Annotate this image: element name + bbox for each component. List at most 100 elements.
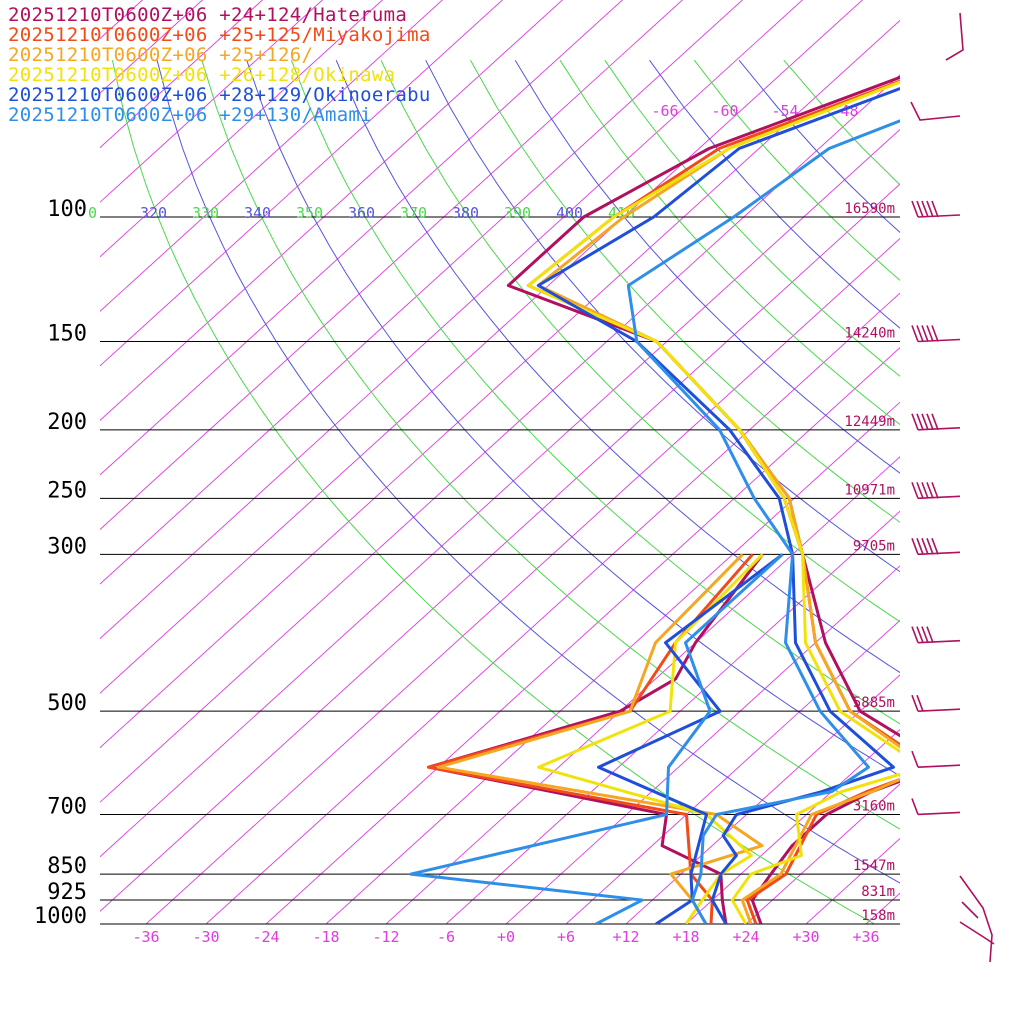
wind-barb-feather [911, 482, 919, 499]
height-label: 5885m [853, 695, 895, 711]
temperature-profile [536, 80, 900, 924]
height-label: 12449m [844, 414, 895, 430]
temperature-tick-label: +36 [852, 928, 879, 946]
temperature-tick-label: -24 [252, 928, 279, 946]
height-label: 831m [861, 884, 895, 900]
isotherm-line [100, 128, 900, 858]
wind-barb-shaft [917, 811, 961, 816]
isotherm-line [505, 565, 900, 924]
isotherm-line [145, 237, 900, 924]
wind-barb-feather [926, 482, 934, 499]
theta-label: 330 [192, 204, 219, 222]
wind-barb-feather [916, 626, 924, 643]
wind-barb-feather [911, 798, 919, 815]
dewpoint-profile [537, 553, 764, 924]
wind-barb-feather [911, 694, 919, 712]
isotherm-line [0, 0, 250, 939]
legend-entry-amami: 20251210T0600Z+06 +29+130/Amami [8, 104, 372, 126]
legend-entry-miyakojima: 20251210T0600Z+06 +25+125/Miyakojima [8, 24, 431, 46]
dry-adiabat-line [380, 59, 900, 623]
theta-label: 370 [400, 204, 427, 222]
wind-barb-feather [931, 325, 939, 342]
pressure-label: 300 [47, 534, 87, 559]
wind-barb-feather [921, 413, 929, 431]
wind-barb-shaft [917, 708, 961, 712]
pressure-label: 700 [47, 794, 87, 819]
temperature-profile [626, 119, 900, 924]
temperature-profile [526, 80, 900, 924]
wind-barb-feather [916, 538, 924, 555]
isotherm-line [100, 74, 900, 803]
pressure-label: 250 [47, 478, 87, 503]
temperature-tick-label: -30 [192, 928, 219, 946]
isotherm-line [100, 0, 624, 476]
temperature-tick-label: -6 [437, 928, 455, 946]
pressure-label: 200 [47, 410, 87, 435]
wind-barb-feather [931, 413, 939, 431]
wind-barb-feather [926, 325, 934, 342]
legend-entry-okinoerabu: 20251210T0600Z+06 +28+129/Okinoerabu [8, 84, 431, 106]
height-label: 16590m [844, 201, 895, 217]
isotherm-line [970, 0, 1024, 939]
wind-barb-shaft [917, 338, 961, 343]
theta-label: 0 [88, 204, 97, 222]
isotherm-line [100, 0, 804, 640]
isotherm-line [100, 0, 564, 421]
isotherm-line [100, 0, 324, 203]
wind-barb-upper [910, 101, 961, 121]
wind-barb-feather [911, 200, 919, 218]
pressure-label: 925 [47, 880, 87, 905]
wind-barb-feather [916, 200, 924, 218]
wind-barb-shaft [917, 764, 961, 768]
isotherm-line [100, 0, 444, 312]
wind-barb-feather [926, 626, 934, 643]
temperature-tick-label: +0 [497, 928, 515, 946]
theta-label: 400 [556, 204, 583, 222]
isotherm-line [100, 0, 384, 258]
legend-entry-okinawa: 20251210T0600Z+06 +26+128/Okinawa [8, 64, 396, 86]
dewpoint-profile [427, 553, 764, 924]
wind-barb-feather [921, 538, 929, 555]
dewpoint-profile [597, 553, 784, 924]
wind-barb-feather [911, 413, 919, 431]
wind-barb-shaft [917, 551, 961, 556]
temperature-tick-label: -36 [132, 928, 159, 946]
pressure-label: 1000 [34, 904, 87, 929]
temperature-profile [536, 86, 900, 924]
isotherm-line [100, 0, 504, 367]
wind-barb-feather [916, 482, 924, 499]
isotherm-line [100, 0, 264, 149]
wind-barb-lower [961, 901, 979, 919]
wind-barb-feather [911, 626, 919, 643]
temperature-tick-label: -12 [372, 928, 399, 946]
temperature-tick-label: +6 [557, 928, 575, 946]
wind-barb-shaft [917, 214, 961, 218]
wind-barb-feather [926, 413, 934, 431]
theta-label: 380 [452, 204, 479, 222]
height-label: 10971m [844, 482, 895, 498]
wind-barb-feather [921, 482, 929, 499]
isotherm-line [385, 456, 900, 924]
wind-barb-feather [911, 325, 919, 342]
isotherm-label: -66 [651, 102, 678, 120]
isotherm-line [205, 292, 900, 924]
temperature-tick-label: +24 [732, 928, 759, 946]
wind-barb-feather [931, 482, 939, 499]
pressure-label: 850 [47, 854, 87, 879]
wind-barb-feather [921, 325, 929, 342]
theta-label: 340 [244, 204, 271, 222]
theta-label: 390 [504, 204, 531, 222]
dry-adiabat-line [514, 59, 900, 474]
isotherm-label: -60 [711, 102, 738, 120]
wind-barb-feather [916, 325, 924, 342]
wind-barb-feather [931, 200, 939, 218]
height-label: 1547m [853, 858, 895, 874]
wind-barb-feather [926, 538, 934, 555]
isotherm-line [100, 0, 204, 94]
isotherm-label: -54 [771, 102, 798, 120]
height-label: 14240m [844, 325, 895, 341]
isotherm-line [265, 347, 900, 924]
wind-barb-shaft [917, 495, 961, 500]
legend-entry-hateruma: 20251210T0600Z+06 +24+124/Hateruma [8, 4, 408, 26]
